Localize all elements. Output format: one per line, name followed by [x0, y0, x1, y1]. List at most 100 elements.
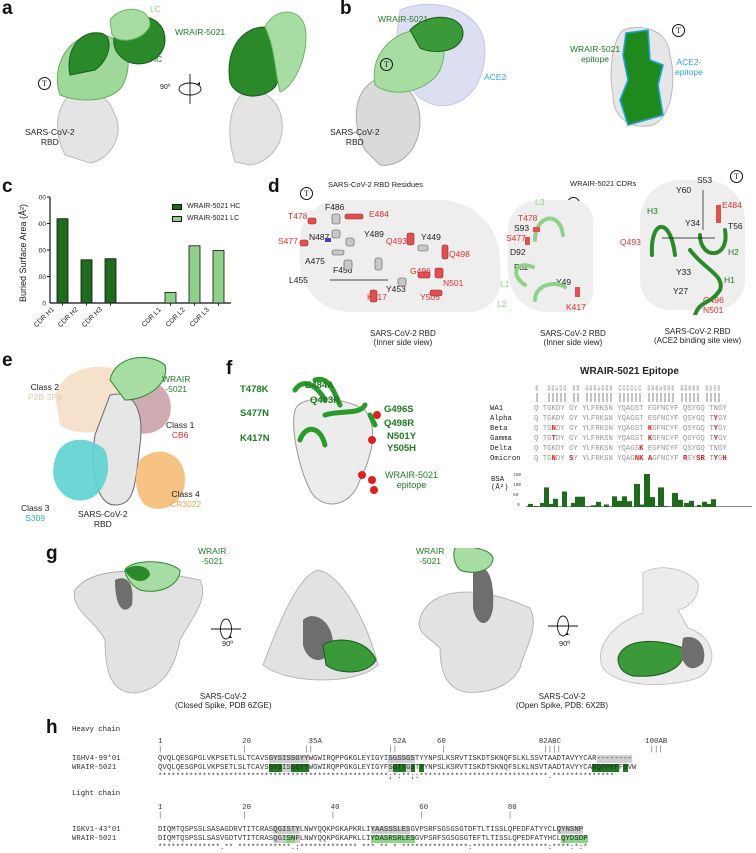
mutation-y505h: Y505H [387, 443, 417, 454]
d-title-left: SARS-CoV-2 RBD Residues [328, 180, 424, 189]
residue-y453: Y453 [386, 284, 406, 294]
rotation-icon [548, 615, 578, 637]
rbd-label: SARS-CoV-2 RBD [25, 127, 75, 147]
rbd-surface-view3 [640, 180, 745, 310]
t-marker: T [730, 170, 743, 183]
open-spike-side [418, 548, 534, 693]
t-marker: T [38, 77, 51, 90]
view3-caption: SARS-CoV-2 RBD (ACE2 binding site view) [654, 327, 742, 346]
residue-e484: E484 [369, 209, 389, 219]
heavy-germline-name: IGHV4-99*01 [72, 755, 121, 763]
mutation-q498r: Q498R [384, 418, 415, 429]
lc-label: LC [150, 4, 161, 14]
cdr-h1: H1 [724, 275, 735, 285]
residue-l455: L455 [289, 275, 308, 285]
residue-g496: G496 [703, 295, 724, 305]
panel-label-c: c [2, 176, 13, 197]
residue-q493: Q493 [386, 236, 407, 246]
residue-s477: S477 [506, 233, 526, 243]
cdr-h2: H2 [728, 247, 739, 257]
antibody-label: WRAIR-5021 [198, 546, 227, 566]
light-germline-seq: DIQMTQSPSSLSASAGDRVTITCRASQGISTYLNWYQQKP… [158, 826, 584, 834]
heavy-ab-name: WRAIR-5021 [72, 764, 117, 772]
residue-y505: Y505 [420, 292, 440, 302]
chart-legend: WRAIR-5021 HC WRAIR-5021 LC [172, 203, 240, 222]
svg-text:487: 487 [659, 385, 663, 391]
residue-f456: F456 [333, 265, 353, 275]
antibody-label: WRAIR-5021 [175, 27, 226, 37]
residue-t478: T478 [518, 213, 538, 223]
svg-text:493: 493 [680, 385, 684, 391]
heavy-germline-seq: QVQLQESGPGLVKPSETLSLTCAVSGYSISSGYYWGWIRQ… [158, 755, 632, 763]
svg-text:455: 455 [589, 385, 593, 391]
cdr-h3: H3 [647, 206, 658, 216]
variant-row-alpha: Alpha Q TGKDY GY YLFRKSN YQAGST EGFNCYF Q… [490, 415, 727, 423]
svg-text:449: 449 [576, 385, 580, 391]
legend-swatch-lc [172, 215, 182, 222]
residue-t478: T478 [288, 211, 308, 221]
epitope-label: WRAIR-5021 epitope [385, 470, 439, 491]
legend-label-lc: WRAIR-5021 LC [187, 215, 240, 222]
light-ticks: | | | | | [158, 812, 513, 820]
residue-d92: D92 [510, 247, 526, 257]
light-numbering: 1 20 40 60 80 [158, 804, 517, 812]
residue-y449: Y449 [421, 232, 441, 242]
position-ruler: 409 415 416 417 420 421 446 449 453 455 456 457 4… [534, 378, 752, 404]
svg-text:495: 495 [688, 385, 692, 391]
variant-row-beta: Beta Q TGNDY GY YLFRKSN YQAGST KGFNCYF QS… [490, 425, 727, 433]
mutation-e484a: E484A [305, 380, 335, 391]
mutation-t478k: T478K [240, 384, 269, 395]
svg-text:417: 417 [555, 385, 559, 391]
panel-label-h: h [46, 717, 58, 738]
residue-n487: N487 [309, 232, 330, 242]
heavy-ab-seq: QVQLQESGPGLVKPSETLSLTCAVSGYSISSGYYWGWIRQ… [158, 764, 637, 772]
panel-b-structure [355, 3, 486, 166]
panel-e-structure [53, 357, 185, 509]
rotation-label: 90º [222, 639, 234, 648]
svg-text:400: 400 [38, 195, 46, 202]
svg-text:409: 409 [535, 385, 539, 391]
light-chain-title: Light chain [72, 790, 121, 798]
bsa-bar-chart: 400 300 200 100 0 [38, 195, 231, 308]
bsa-epitope-chart [526, 474, 752, 507]
panel-label-e: e [2, 350, 13, 371]
svg-text:420: 420 [559, 385, 563, 391]
class2-label: Class 2 P2B-2F6 [28, 382, 62, 402]
mutation-k417n: K417N [240, 433, 270, 444]
residue-n501: N501 [703, 305, 724, 315]
residue-g496: G496 [410, 266, 431, 276]
svg-text:489: 489 [667, 385, 671, 391]
heavy-conservation: ****************************************… [158, 773, 615, 781]
ace2-epitope-label: ACE2- epitope [675, 57, 703, 77]
residue-n501: N501 [443, 278, 464, 288]
residue-q493: Q493 [620, 237, 641, 247]
svg-text:501: 501 [705, 385, 709, 391]
closed-spike-side [73, 561, 204, 694]
svg-text:490: 490 [671, 385, 675, 391]
mutation-n501y: N501Y [387, 431, 417, 442]
panel-f-structure [292, 376, 381, 505]
panel-a-structure-front [56, 8, 166, 164]
panel-label-b: b [340, 0, 352, 19]
panel-label-a: a [2, 0, 13, 19]
open-spike-top [600, 567, 713, 685]
residue-t56: T56 [728, 221, 743, 231]
rbd-label: SARS-CoV-2 RBD [330, 127, 380, 147]
epitope-label: WRAIR-5021 epitope [570, 44, 621, 64]
panel-label-d: d [268, 176, 280, 197]
t-marker: T [672, 24, 685, 37]
svg-text:458: 458 [601, 385, 605, 391]
closed-spike-top [262, 569, 379, 681]
residue-y49: Y49 [556, 277, 572, 287]
variant-row-omicron: Omicron Q TGNDY SY YLFRKSN YQAGNK AGFNCYF… [490, 455, 727, 463]
residue-sticks-view1 [299, 213, 449, 303]
svg-text:498: 498 [696, 385, 700, 391]
svg-text:453: 453 [585, 385, 589, 391]
antibody-label: WRAIR-5021 [162, 374, 191, 394]
residue-a475: A475 [305, 256, 325, 266]
class1-label: Class 1 CB6 [166, 420, 195, 440]
mutation-s477n: S477N [240, 408, 270, 419]
panel-label-f: f [226, 358, 233, 379]
residue-k417: K417 [566, 302, 586, 312]
ace2-label: ACE2 [484, 72, 507, 82]
